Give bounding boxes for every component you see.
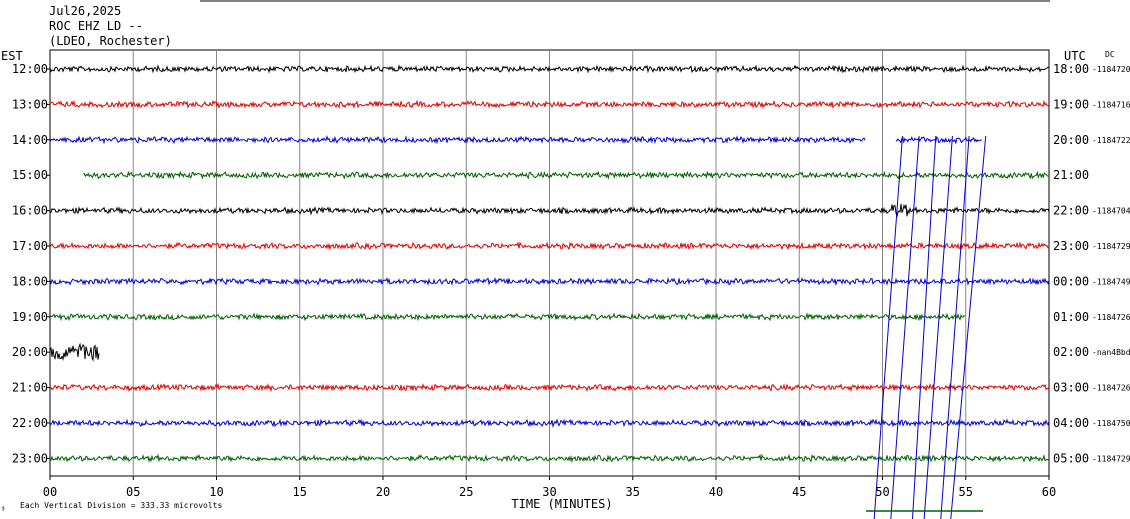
trace-1500 — [83, 170, 1049, 180]
utc-label: UTC — [1064, 49, 1086, 63]
utc-time-label: 20:00 — [1053, 133, 1089, 147]
x-tick-label: 05 — [126, 485, 140, 499]
est-time-label: 20:00 — [12, 345, 48, 359]
utc-time-label: 04:00 — [1053, 416, 1089, 430]
utc-time-label: 02:00 — [1053, 345, 1089, 359]
est-time-label: 12:00 — [12, 62, 48, 76]
trace-1400 — [895, 136, 982, 145]
utc-time-label: 01:00 — [1053, 310, 1089, 324]
trace-1700 — [49, 241, 1050, 251]
trace-2100 — [49, 382, 1050, 393]
x-tick-label: 55 — [959, 485, 973, 499]
est-time-label: 17:00 — [12, 239, 48, 253]
est-time-label: 16:00 — [12, 204, 48, 218]
dc-value: -1184726 — [1092, 384, 1130, 393]
dc-label: DC — [1105, 50, 1115, 59]
trace-1600 — [49, 203, 1050, 219]
trace-2200 — [49, 418, 1050, 429]
utc-time-label: 05:00 — [1053, 451, 1089, 465]
diagonal-lines — [873, 135, 987, 519]
utc-time-label: 00:00 — [1053, 274, 1089, 288]
dc-value: -nan4Bbd — [1092, 348, 1130, 357]
trace-1200 — [49, 64, 1050, 74]
grid-lines — [132, 50, 967, 476]
dc-value: -1184729 — [1092, 454, 1130, 463]
header-date: Jul26,2025 — [49, 4, 121, 18]
trace-2300 — [49, 453, 1050, 463]
dc-value: -1184729 — [1092, 242, 1130, 251]
utc-time-label: 23:00 — [1053, 239, 1089, 253]
est-time-label: 23:00 — [12, 451, 48, 465]
utc-time-label: 19:00 — [1053, 97, 1089, 111]
est-time-label: 22:00 — [12, 416, 48, 430]
x-tick-label: 35 — [626, 485, 640, 499]
x-tick-label: 20 — [376, 485, 390, 499]
header-station: ROC EHZ LD -- — [49, 19, 143, 33]
utc-time-label: 03:00 — [1053, 381, 1089, 395]
diagonal-line — [940, 135, 970, 519]
est-time-label: 21:00 — [12, 381, 48, 395]
utc-time-label: 22:00 — [1053, 204, 1089, 218]
header-network: (LDEO, Rochester) — [49, 34, 172, 48]
est-time-label: 13:00 — [12, 97, 48, 111]
diagonal-line — [923, 135, 953, 519]
x-tick-label: 30 — [542, 485, 556, 499]
est-label: EST — [1, 49, 23, 63]
utc-time-label: 21:00 — [1053, 168, 1089, 182]
dc-value: -1184720 — [1092, 65, 1130, 74]
est-time-label: 19:00 — [12, 310, 48, 324]
x-tick-label: 60 — [1042, 485, 1056, 499]
scale-glyph: ⚕ — [1, 505, 5, 513]
x-axis-ticks: 00 05 10 15 20 25 30 35 40 45 50 55 60 — [43, 476, 1056, 499]
diagonal-line — [911, 135, 937, 519]
diagonal-line — [950, 135, 987, 519]
dc-value: -1184704 — [1092, 207, 1130, 216]
x-tick-label: 15 — [293, 485, 307, 499]
est-time-label: 14:00 — [12, 133, 48, 147]
diagonal-line — [873, 135, 903, 519]
est-time-label: 15:00 — [12, 168, 48, 182]
dc-value: -1184749 — [1092, 277, 1130, 286]
utc-time-label: 18:00 — [1053, 62, 1089, 76]
x-tick-label: 00 — [43, 485, 57, 499]
trace-1800 — [49, 276, 1050, 287]
seismic-traces — [49, 64, 1050, 463]
x-tick-label: 50 — [875, 485, 889, 499]
x-tick-label: 10 — [209, 485, 223, 499]
x-tick-label: 25 — [459, 485, 473, 499]
dc-value: -1184716 — [1092, 100, 1130, 109]
x-tick-label: 45 — [792, 485, 806, 499]
x-axis-label: TIME (MINUTES) — [511, 497, 612, 511]
est-time-label: 18:00 — [12, 274, 48, 288]
diagonal-line — [890, 135, 920, 519]
dc-value: -1184726 — [1092, 313, 1130, 322]
scale-note: Each Vertical Division = 333.33 microvol… — [20, 501, 222, 510]
trace-1900 — [49, 312, 966, 322]
trace-2000 — [49, 342, 100, 362]
x-tick-label: 40 — [709, 485, 723, 499]
trace-1400 — [49, 134, 866, 145]
dc-value: -1184750 — [1092, 419, 1130, 428]
dc-value: -1184722 — [1092, 136, 1130, 145]
trace-1300 — [49, 99, 1050, 110]
